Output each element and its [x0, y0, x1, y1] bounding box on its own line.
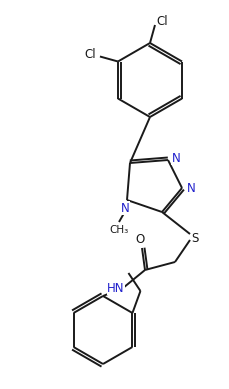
- Text: N: N: [171, 151, 180, 165]
- Text: N: N: [120, 202, 129, 214]
- Text: S: S: [191, 231, 198, 245]
- Text: N: N: [186, 182, 194, 194]
- Text: HN: HN: [107, 282, 124, 294]
- Text: O: O: [135, 233, 144, 245]
- Text: CH₃: CH₃: [109, 225, 128, 235]
- Text: Cl: Cl: [84, 48, 95, 61]
- Text: Cl: Cl: [155, 14, 167, 28]
